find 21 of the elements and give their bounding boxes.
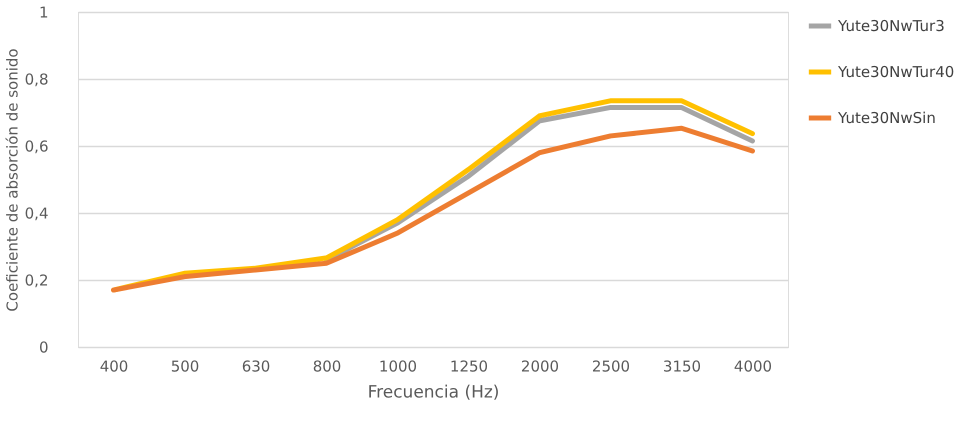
- y-tick-label: 0,2: [24, 272, 48, 290]
- x-axis-title: Frecuencia (Hz): [368, 382, 500, 402]
- x-tick-label: 2500: [592, 358, 630, 376]
- y-axis-title: Coeficiente de absorción de sonido: [4, 48, 22, 312]
- x-tick-label: 3150: [662, 358, 702, 376]
- x-tick-label: 4000: [734, 358, 772, 376]
- x-tick-label: 400: [100, 358, 128, 376]
- y-tick-label: 0,6: [24, 138, 48, 156]
- legend-label: Yute30NwTur3: [837, 17, 945, 35]
- x-tick-label: 1000: [378, 358, 418, 376]
- x-tick-label: 2000: [520, 358, 560, 376]
- y-tick-label: 0,8: [24, 70, 48, 88]
- x-tick-label: 630: [242, 358, 270, 376]
- legend-label: Yute30NwTur40: [837, 63, 954, 81]
- legend-label: Yute30NwSin: [837, 109, 936, 127]
- y-tick-label: 0,4: [24, 204, 48, 222]
- x-tick-label: 800: [312, 358, 342, 376]
- y-tick-label: 0: [38, 338, 48, 356]
- y-tick-label: 1: [38, 4, 48, 22]
- x-tick-label: 500: [170, 358, 200, 376]
- x-tick-label: 1250: [450, 358, 488, 376]
